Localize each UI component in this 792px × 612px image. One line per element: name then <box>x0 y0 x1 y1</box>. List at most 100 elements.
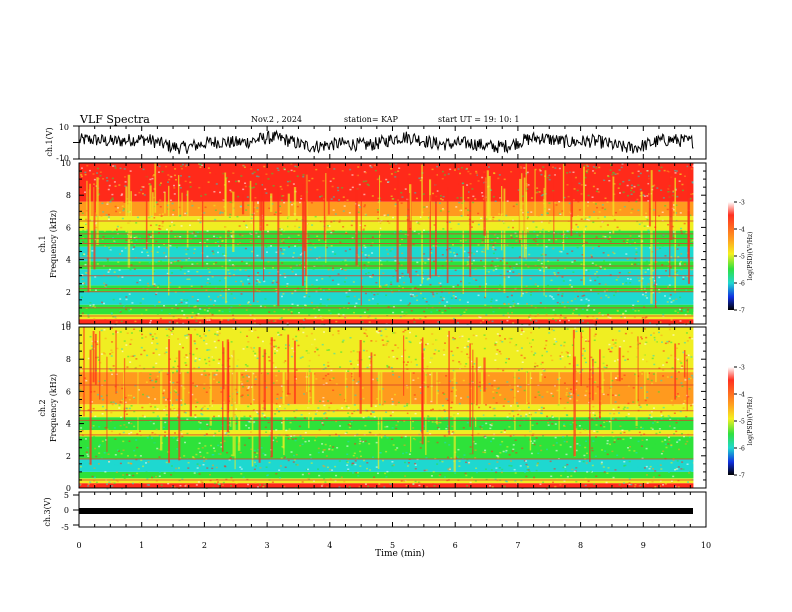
spectrogram-speckle <box>686 440 689 443</box>
spectrogram-speckle <box>518 473 521 475</box>
spectrogram-speckle <box>274 320 277 322</box>
spectrogram-speckle <box>666 340 669 343</box>
spectrogram-speckle <box>247 420 250 423</box>
spectrogram-speckle <box>555 238 558 241</box>
spectrogram-speckle <box>414 192 417 194</box>
spectrogram-speckle <box>450 260 453 262</box>
spectrogram-speckle <box>495 299 498 302</box>
spectrogram-speckle <box>597 347 600 350</box>
spectrogram-speckle <box>567 355 570 358</box>
spectrogram-speckle <box>295 218 298 221</box>
spectrogram-speckle <box>452 320 455 323</box>
spectrogram-speckle <box>444 441 447 444</box>
spectrogram-speckle <box>534 396 537 399</box>
spectrogram-speckle <box>314 316 317 319</box>
spectrogram-speckle <box>451 320 454 323</box>
spectrogram-speckle <box>680 310 683 312</box>
spectrogram-speckle <box>384 328 387 330</box>
spectrogram-speckle <box>376 209 379 211</box>
spectrogram-speckle <box>540 449 543 452</box>
spectrogram-speckle <box>604 197 607 200</box>
spectrogram-speckle <box>203 309 206 311</box>
spectrogram-speckle <box>165 246 168 249</box>
spectrogram-speckle <box>91 401 94 403</box>
spectrogram-speckle <box>169 329 172 332</box>
spectrogram-speckle <box>118 224 121 226</box>
spectrogram-speckle <box>495 341 498 343</box>
spectrogram-speckle <box>229 423 232 426</box>
spectrogram-speckle <box>627 402 630 405</box>
spectrogram-speckle <box>536 377 539 379</box>
spectrogram-speckle <box>273 304 276 307</box>
spectrogram-speckle <box>554 167 557 169</box>
spectrogram-speckle <box>294 416 297 419</box>
spectrogram-speckle <box>251 314 254 316</box>
spectrogram-speckle <box>119 167 122 170</box>
spectrogram-speckle <box>362 441 365 443</box>
spectrogram-speckle <box>253 468 256 471</box>
spectrogram-speckle <box>313 338 316 341</box>
spectrogram-speckle <box>613 360 616 362</box>
spectrogram-speckle <box>335 420 338 423</box>
spectrogram-speckle <box>593 394 596 396</box>
spectrogram-speckle <box>252 409 255 411</box>
spectrogram-speckle <box>517 189 520 191</box>
spectrogram-speckle <box>87 455 90 457</box>
spectrogram-speckle <box>385 215 388 217</box>
spectrogram-speckle <box>265 192 268 194</box>
spectrogram-speckle <box>643 328 646 330</box>
spectrogram-speckle <box>530 452 533 455</box>
spectrogram-speckle <box>477 223 480 226</box>
spectrogram-speckle <box>382 459 385 462</box>
spectrogram-speckle <box>194 360 197 362</box>
spectrogram-speckle <box>514 304 517 307</box>
spectrogram-speckle <box>247 376 250 378</box>
spectrogram-streak <box>360 188 362 306</box>
spectrogram-speckle <box>453 252 456 254</box>
spectrogram-speckle <box>416 299 419 302</box>
spectrogram-speckle <box>676 195 679 198</box>
spectrogram-speckle <box>159 206 162 208</box>
spectrogram-speckle <box>312 268 315 270</box>
spectrogram-speckle <box>383 214 386 217</box>
spectrogram-speckle <box>316 460 319 463</box>
spectrogram-speckle <box>594 455 597 458</box>
spectrogram-speckle <box>180 301 183 304</box>
spectrogram-speckle <box>300 195 303 197</box>
spectrogram-speckle <box>273 348 276 350</box>
spectrogram-speckle <box>223 245 226 247</box>
spectrogram-speckle <box>677 479 680 482</box>
spectrogram-speckle <box>404 219 407 221</box>
spectrogram-speckle <box>370 244 373 247</box>
spectrogram-speckle <box>219 453 222 455</box>
spectrogram-speckle <box>193 252 196 254</box>
spectrogram-speckle <box>295 245 298 248</box>
spectrogram-speckle <box>584 339 587 341</box>
spectrogram-speckle <box>333 343 336 346</box>
spectrogram-speckle <box>180 404 183 406</box>
spectrogram-speckle <box>228 310 231 313</box>
spectrogram-speckle <box>667 443 670 445</box>
spectrogram-speckle <box>296 175 299 177</box>
spectrogram-speckle <box>347 412 350 414</box>
spectrogram-speckle <box>325 304 328 307</box>
spectrogram-speckle <box>685 354 688 357</box>
spectrogram-speckle <box>497 199 500 202</box>
spectrogram-speckle <box>637 209 640 212</box>
spectrogram-speckle <box>641 427 644 430</box>
spectrogram-speckle <box>508 426 511 428</box>
spectrogram-speckle <box>570 396 573 398</box>
spectrogram-speckle <box>210 269 213 271</box>
spectrogram-speckle <box>607 316 610 318</box>
spectrogram-speckle <box>96 393 99 396</box>
spectrogram-speckle <box>216 369 219 372</box>
spectrogram-speckle <box>586 218 589 221</box>
spectrogram-speckle <box>394 171 397 173</box>
spectrogram-speckle <box>183 272 186 275</box>
spectrogram-speckle <box>405 311 408 314</box>
spectrogram-streak <box>86 180 88 229</box>
spectrogram-speckle <box>135 458 138 461</box>
spectrogram-speckle <box>677 466 680 468</box>
spectrogram-speckle <box>206 255 209 258</box>
spectrogram-speckle <box>183 421 186 424</box>
